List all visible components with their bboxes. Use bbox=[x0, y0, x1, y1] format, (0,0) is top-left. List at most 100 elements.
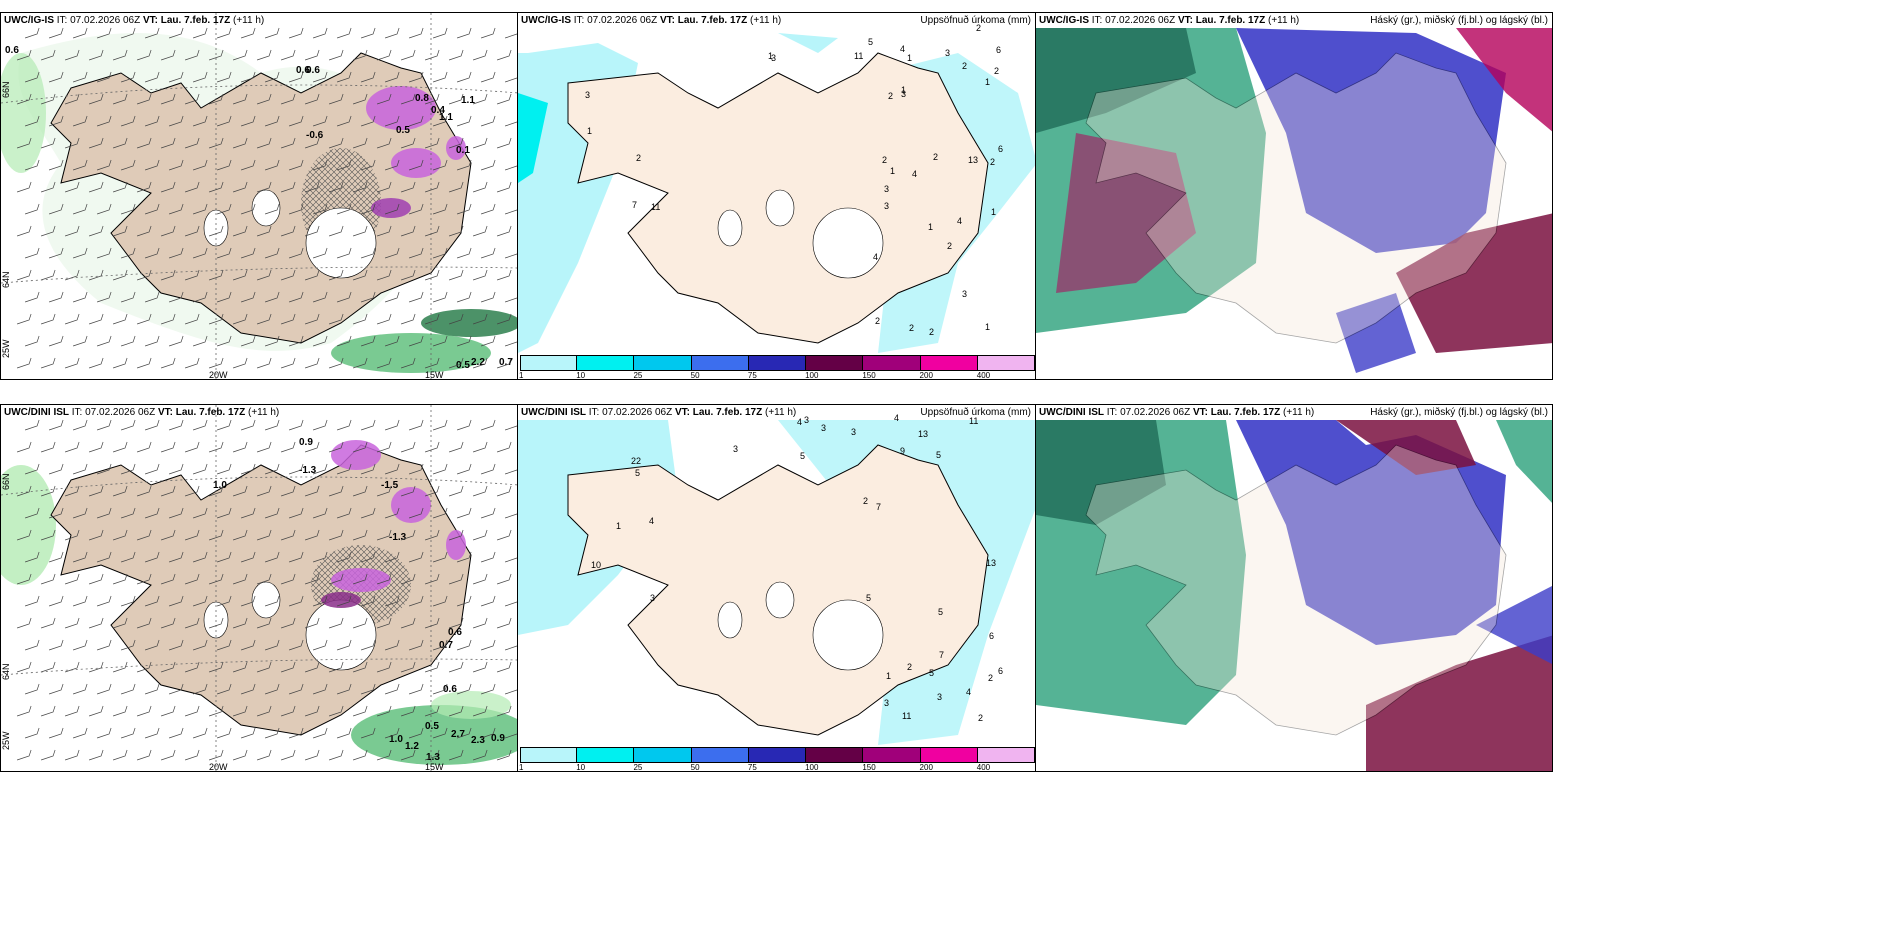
wind-barb bbox=[496, 485, 512, 497]
wind-barb bbox=[496, 313, 512, 325]
wind-barb bbox=[256, 93, 272, 105]
wind-barb bbox=[40, 225, 56, 237]
wind-barb bbox=[64, 225, 80, 237]
wind-barb bbox=[496, 225, 512, 237]
wind-barb bbox=[448, 661, 464, 673]
wind-barb bbox=[264, 71, 280, 83]
wind-barb bbox=[120, 115, 136, 127]
wind-barb bbox=[216, 463, 232, 475]
wind-barb bbox=[400, 357, 416, 369]
wind-barb bbox=[472, 225, 488, 237]
precipitation-label: 2 bbox=[636, 153, 641, 163]
wind-barb bbox=[160, 485, 176, 497]
legend-ticks: 1 10 25 50 75 100 150 200 400 bbox=[519, 371, 1035, 379]
wind-barb bbox=[144, 203, 160, 215]
wind-barb bbox=[304, 225, 320, 237]
legend-swatch bbox=[634, 747, 692, 763]
wind-barb bbox=[136, 485, 152, 497]
wind-barb bbox=[208, 573, 224, 585]
wind-barb bbox=[64, 441, 80, 453]
wind-barb bbox=[432, 683, 448, 695]
wind-barb bbox=[168, 203, 184, 215]
wind-barb bbox=[96, 595, 112, 607]
wind-barb bbox=[480, 683, 496, 695]
wind-barb bbox=[144, 463, 160, 475]
wind-barb bbox=[72, 683, 88, 695]
wind-barb bbox=[304, 49, 320, 61]
precipitation-label: 1 bbox=[901, 85, 906, 95]
wind-barb bbox=[376, 313, 392, 325]
wind-barb bbox=[504, 557, 517, 563]
wind-barb bbox=[184, 705, 200, 717]
wind-barb bbox=[16, 137, 32, 149]
wind-barb bbox=[184, 661, 200, 673]
precipitation-label: 2 bbox=[909, 323, 914, 333]
wind-barb bbox=[360, 639, 376, 651]
wind-barb bbox=[72, 159, 88, 171]
wind-barb bbox=[352, 617, 368, 629]
precipitation-label: 4 bbox=[873, 252, 878, 262]
wind-barb bbox=[384, 507, 400, 519]
wind-barb bbox=[232, 181, 248, 193]
wind-barb bbox=[16, 441, 32, 453]
precipitation-label: 5 bbox=[868, 37, 873, 47]
precipitation-legend bbox=[520, 355, 1035, 371]
wind-barb bbox=[312, 595, 328, 607]
wind-barb bbox=[192, 507, 208, 519]
wind-barb bbox=[72, 247, 88, 259]
wind-barb bbox=[304, 485, 320, 497]
wind-barb bbox=[88, 357, 104, 369]
wind-barb bbox=[432, 639, 448, 651]
wind-barb bbox=[400, 441, 416, 453]
wind-barb bbox=[144, 595, 160, 607]
wind-barb bbox=[120, 683, 136, 695]
wind-barb bbox=[360, 507, 376, 519]
wind-barb bbox=[48, 115, 64, 127]
wind-barb bbox=[136, 617, 152, 629]
wind-barb bbox=[72, 595, 88, 607]
wind-barb bbox=[40, 441, 56, 453]
iceland-land bbox=[1085, 444, 1507, 736]
wind-barb bbox=[352, 225, 368, 237]
wind-barb bbox=[408, 247, 424, 259]
wind-barb bbox=[312, 27, 328, 39]
wind-barb bbox=[432, 159, 448, 171]
wind-barb bbox=[16, 269, 32, 281]
wind-barb bbox=[72, 27, 88, 39]
wind-barb bbox=[328, 529, 344, 541]
wind-barb bbox=[168, 639, 184, 651]
wind-barb bbox=[112, 573, 128, 585]
wind-barb bbox=[448, 269, 464, 281]
wind-barb bbox=[352, 749, 368, 761]
precipitation-label: 2 bbox=[962, 61, 967, 71]
wind-barb bbox=[120, 551, 136, 563]
wind-barb bbox=[328, 617, 344, 629]
wind-barb bbox=[184, 617, 200, 629]
wind-barb bbox=[352, 529, 368, 541]
precipitation-label: 4 bbox=[649, 516, 654, 526]
wind-barb bbox=[192, 595, 208, 607]
wind-barb bbox=[280, 137, 296, 149]
wind-barb bbox=[88, 181, 104, 193]
wind-barb bbox=[184, 485, 200, 497]
wind-barb bbox=[360, 247, 376, 259]
wind-barb bbox=[160, 749, 176, 761]
wind-barb bbox=[288, 115, 304, 127]
wind-barb bbox=[456, 419, 472, 431]
wind-barb bbox=[408, 27, 424, 39]
wind-barb bbox=[336, 115, 352, 127]
wind-barb bbox=[208, 313, 224, 325]
wind-barb bbox=[472, 137, 488, 149]
wind-barb bbox=[144, 247, 160, 259]
wind-barb bbox=[264, 115, 280, 127]
wind-barb bbox=[216, 27, 232, 39]
legend-swatch bbox=[748, 747, 807, 763]
wind-barb bbox=[264, 639, 280, 651]
precipitation-label: 1 bbox=[768, 51, 773, 61]
wind-barb bbox=[88, 749, 104, 761]
wind-barb bbox=[256, 49, 272, 61]
wind-barb bbox=[256, 269, 272, 281]
wind-barb bbox=[240, 335, 256, 347]
temperature-label: 1.0 bbox=[213, 480, 227, 491]
wind-barb bbox=[232, 93, 248, 105]
